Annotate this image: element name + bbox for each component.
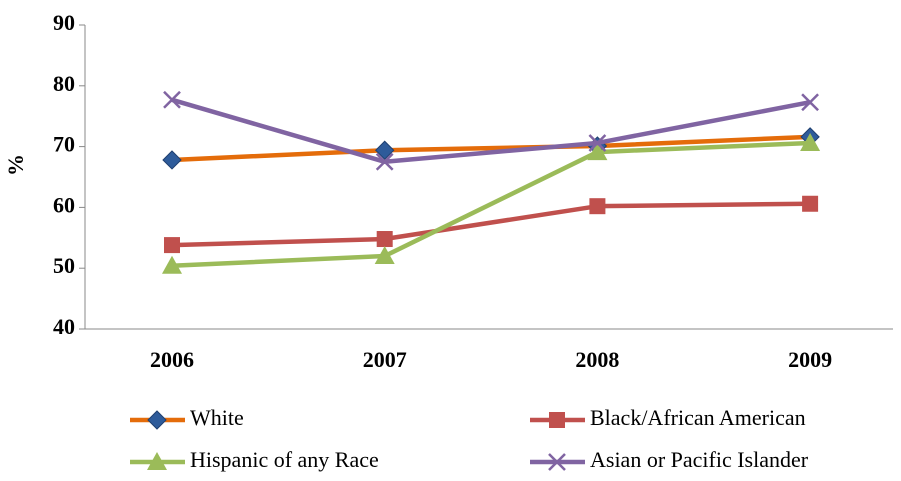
point <box>801 93 819 112</box>
y-axis-label: % <box>3 154 28 176</box>
x-tick-label: 2008 <box>575 347 619 372</box>
y-tick-label: 50 <box>53 253 75 278</box>
point <box>375 152 394 171</box>
point <box>802 195 819 212</box>
x-tick-label: 2006 <box>150 347 194 372</box>
line <box>171 140 811 269</box>
point <box>374 246 395 265</box>
x-tick-label: 2007 <box>363 347 407 372</box>
legend-marker <box>548 453 566 471</box>
line <box>171 97 811 165</box>
y-tick-label: 90 <box>53 10 75 35</box>
point <box>800 132 821 151</box>
point <box>162 150 182 170</box>
legend-marker <box>147 410 167 430</box>
point <box>589 198 606 215</box>
legend-label: Black/African American <box>590 405 806 430</box>
y-tick-label: 80 <box>53 71 75 96</box>
legend-label: Hispanic of any Race <box>190 447 379 472</box>
legend-label: White <box>190 405 244 430</box>
point <box>588 134 607 152</box>
legend-marker <box>147 452 167 470</box>
y-tick-label: 60 <box>53 192 75 217</box>
y-tick-label: 40 <box>53 314 75 339</box>
legend-label: Asian or Pacific Islander <box>590 447 809 472</box>
point <box>376 231 393 248</box>
point <box>374 140 395 160</box>
legend-marker <box>549 412 565 428</box>
line <box>171 201 811 248</box>
point <box>164 237 180 254</box>
y-tick-label: 70 <box>53 132 75 157</box>
point <box>163 90 181 109</box>
line <box>171 134 811 163</box>
x-tick-label: 2009 <box>788 347 832 372</box>
point <box>587 142 608 161</box>
point <box>162 255 182 274</box>
